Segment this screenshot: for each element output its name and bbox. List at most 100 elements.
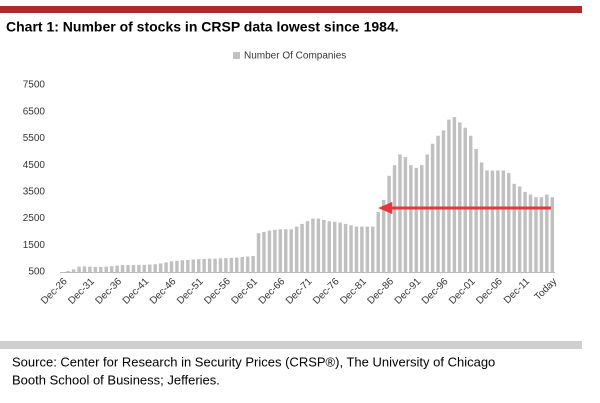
bar (229, 257, 234, 272)
bar (343, 223, 348, 272)
y-tick-label: 500 (28, 267, 45, 278)
bar (376, 211, 380, 272)
y-tick-label: 3500 (23, 186, 46, 197)
bar (213, 258, 217, 272)
bar (131, 265, 136, 272)
x-tick-label: Dec-91 (393, 276, 424, 307)
x-tick-label: Dec-26 (39, 276, 70, 307)
x-tick-label: Dec-66 (257, 276, 288, 307)
bar (164, 262, 168, 272)
bar (468, 135, 473, 272)
bar (528, 194, 533, 272)
bar (294, 226, 299, 272)
bar (158, 263, 163, 272)
bar (447, 119, 451, 272)
y-tick-label: 1500 (23, 240, 46, 251)
bar (240, 257, 244, 272)
bar (550, 197, 555, 272)
bar (463, 127, 467, 272)
bar (354, 226, 359, 272)
x-tick-label: Dec-06 (474, 276, 505, 307)
bar (191, 259, 196, 272)
bar (490, 170, 495, 272)
bar (278, 229, 283, 272)
bar (311, 218, 315, 272)
bar (245, 256, 250, 272)
bar (409, 165, 413, 272)
bar (235, 257, 239, 272)
separator (0, 341, 582, 349)
y-tick-label: 4500 (23, 160, 46, 171)
y-tick-label: 2500 (23, 213, 46, 224)
y-tick-label: 6500 (23, 106, 46, 117)
x-tick-label: Dec-01 (447, 276, 478, 307)
bar (387, 175, 391, 272)
bar (99, 266, 103, 272)
bar (534, 197, 538, 272)
bar (153, 264, 157, 272)
bar (512, 183, 516, 272)
x-tick-label: Dec-41 (121, 276, 152, 307)
bar (436, 135, 440, 272)
bar (365, 226, 370, 272)
bar (126, 265, 130, 272)
bar (262, 231, 266, 272)
x-tick-label: Dec-31 (66, 276, 97, 307)
bar (104, 266, 108, 272)
bar (485, 170, 489, 272)
legend-label: Number Of Companies (244, 51, 346, 62)
bar (403, 157, 408, 272)
x-tick-label: Dec-61 (230, 276, 261, 307)
arrow-head (378, 202, 393, 214)
bar (207, 258, 212, 272)
bar (452, 117, 457, 272)
bar (305, 221, 310, 272)
bar (398, 154, 402, 272)
bar (77, 266, 81, 272)
x-tick-label: Dec-56 (202, 276, 233, 307)
bar (186, 259, 190, 272)
bar (392, 165, 397, 272)
bar (273, 229, 277, 272)
bar (267, 230, 272, 272)
bar (327, 221, 331, 272)
bar (539, 197, 544, 272)
bar (120, 265, 125, 272)
bar (507, 173, 511, 272)
bar (517, 186, 522, 272)
bar (251, 255, 255, 272)
legend-swatch (233, 52, 240, 59)
bar (256, 233, 261, 272)
bar (338, 222, 342, 272)
x-tick-label: Today (533, 276, 560, 303)
bar (425, 154, 429, 272)
bar (419, 165, 424, 272)
bar (441, 130, 446, 272)
bar (175, 260, 179, 272)
bar (322, 219, 326, 272)
bar (148, 264, 152, 272)
x-tick-label: Dec-76 (311, 276, 342, 307)
bar (545, 194, 549, 272)
bar (458, 122, 462, 273)
bar (82, 266, 87, 272)
x-tick-label: Dec-81 (338, 276, 369, 307)
bar (93, 266, 98, 272)
bar (300, 223, 304, 272)
bar (284, 229, 288, 272)
bar (71, 269, 76, 272)
bar (109, 266, 114, 272)
bar (349, 225, 353, 272)
bar (332, 221, 337, 272)
bar (66, 270, 70, 272)
bar (224, 258, 228, 272)
bar (316, 218, 321, 272)
x-tick-label: Dec-11 (502, 276, 532, 306)
x-tick-label: Dec-36 (94, 276, 125, 307)
bar (360, 226, 364, 272)
bar (115, 265, 119, 272)
x-tick-label: Dec-86 (365, 276, 396, 307)
bar (196, 259, 201, 272)
top-rule (0, 6, 582, 13)
y-tick-label: 7500 (23, 80, 46, 91)
